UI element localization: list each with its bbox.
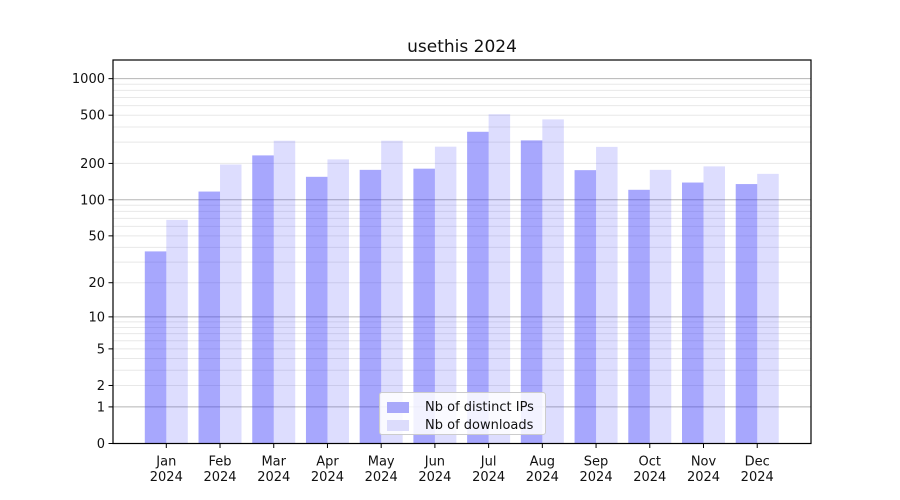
x-tick-label-year-oct: 2024 bbox=[633, 470, 666, 485]
bar-sep-downloads bbox=[596, 146, 618, 444]
bar-mar-distinct-ips bbox=[252, 155, 274, 444]
bar-jun-distinct-ips bbox=[413, 168, 435, 444]
x-tick-label-month-may: May bbox=[368, 455, 395, 470]
x-tick-label-month-mar: Mar bbox=[261, 455, 286, 470]
bar-apr-downloads bbox=[327, 159, 349, 444]
x-tick-label-year-mar: 2024 bbox=[257, 470, 290, 485]
x-tick-label-month-jan: Jan bbox=[155, 455, 176, 470]
bar-oct-downloads bbox=[649, 169, 672, 444]
bar-dec-downloads bbox=[757, 173, 779, 444]
x-tick-label-month-nov: Nov bbox=[691, 455, 717, 470]
x-tick-label-year-dec: 2024 bbox=[741, 470, 774, 485]
x-tick-label-year-jun: 2024 bbox=[418, 470, 451, 485]
x-tick-label-year-apr: 2024 bbox=[311, 470, 344, 485]
legend-label-distinct-ips: Nb of distinct IPs bbox=[425, 400, 534, 415]
x-tick-label-month-sep: Sep bbox=[584, 455, 609, 470]
x-tick-label-year-nov: 2024 bbox=[687, 470, 720, 485]
y-tick-label-1: 1 bbox=[97, 400, 105, 415]
y-tick-label-500: 500 bbox=[80, 109, 105, 124]
y-tick-label-100: 100 bbox=[80, 193, 105, 208]
y-axis: 0 1 2 5 10 20 50 100 200 500 1000 bbox=[72, 72, 113, 452]
gridlines-minor bbox=[113, 83, 811, 386]
bar-nov-distinct-ips bbox=[682, 182, 704, 444]
bar-feb-downloads bbox=[220, 164, 242, 444]
legend-label-downloads: Nb of downloads bbox=[425, 418, 534, 433]
y-tick-label-50: 50 bbox=[88, 229, 105, 244]
y-tick-label-5: 5 bbox=[97, 342, 105, 357]
x-tick-label-month-jun: Jun bbox=[424, 455, 445, 470]
x-tick-label-month-feb: Feb bbox=[209, 455, 232, 470]
y-tick-label-10: 10 bbox=[88, 310, 105, 325]
bar-feb-distinct-ips bbox=[198, 191, 221, 444]
x-tick-label-year-jul: 2024 bbox=[472, 470, 505, 485]
bar-nov-downloads bbox=[703, 166, 725, 444]
x-tick-label-month-oct: Oct bbox=[639, 455, 661, 470]
x-tick-label-month-apr: Apr bbox=[316, 455, 339, 470]
legend-swatch-downloads bbox=[387, 420, 409, 431]
bar-jan-distinct-ips bbox=[144, 251, 167, 444]
bar-oct-distinct-ips bbox=[628, 189, 650, 444]
bar-apr-distinct-ips bbox=[305, 176, 328, 444]
x-tick-label-year-may: 2024 bbox=[365, 470, 398, 485]
bar-sep-distinct-ips bbox=[574, 170, 597, 444]
y-tick-label-0: 0 bbox=[97, 437, 105, 452]
bar-may-distinct-ips bbox=[359, 169, 382, 444]
x-axis: Jan2024Feb2024Mar2024Apr2024May2024Jun20… bbox=[150, 443, 774, 485]
y-tick-label-2: 2 bbox=[97, 379, 105, 394]
bar-jul-downloads bbox=[488, 114, 511, 444]
bars bbox=[144, 114, 779, 444]
bar-dec-distinct-ips bbox=[735, 184, 758, 444]
legend-item-downloads: Nb of downloads bbox=[387, 418, 537, 433]
bar-jul-distinct-ips bbox=[467, 131, 489, 444]
legend-swatch-distinct-ips bbox=[387, 402, 409, 413]
bar-may-downloads bbox=[381, 140, 403, 444]
legend-item-distinct-ips: Nb of distinct IPs bbox=[387, 400, 537, 415]
bar-jan-downloads bbox=[166, 219, 188, 444]
x-tick-label-month-aug: Aug bbox=[530, 455, 555, 470]
x-tick-label-month-jul: Jul bbox=[480, 455, 497, 470]
bar-aug-distinct-ips bbox=[520, 140, 543, 444]
x-tick-label-month-dec: Dec bbox=[745, 455, 770, 470]
x-tick-label-year-jan: 2024 bbox=[150, 470, 183, 485]
chart-title: usethis 2024 bbox=[407, 37, 517, 57]
x-tick-label-year-sep: 2024 bbox=[580, 470, 613, 485]
x-tick-label-year-aug: 2024 bbox=[526, 470, 559, 485]
bar-jun-downloads bbox=[434, 146, 457, 444]
y-tick-label-1000: 1000 bbox=[72, 72, 105, 87]
y-tick-label-20: 20 bbox=[88, 276, 105, 291]
y-tick-label-200: 200 bbox=[80, 157, 105, 172]
x-tick-label-year-feb: 2024 bbox=[203, 470, 236, 485]
bar-aug-downloads bbox=[542, 119, 564, 444]
legend: Nb of distinct IPs Nb of downloads bbox=[379, 392, 546, 435]
bar-mar-downloads bbox=[273, 140, 296, 444]
plot-border bbox=[112, 59, 812, 445]
